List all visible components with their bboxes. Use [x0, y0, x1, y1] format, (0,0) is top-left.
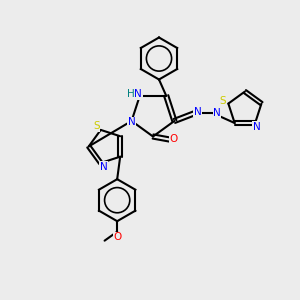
- Text: N: N: [213, 109, 221, 118]
- Text: N: N: [100, 162, 108, 172]
- Text: O: O: [170, 134, 178, 145]
- Text: O: O: [113, 232, 121, 242]
- Text: S: S: [93, 121, 100, 131]
- Text: N: N: [128, 118, 136, 128]
- Text: N: N: [194, 107, 201, 117]
- Text: S: S: [220, 96, 226, 106]
- Text: N: N: [253, 122, 260, 132]
- Text: N: N: [134, 89, 142, 99]
- Text: H: H: [128, 89, 135, 99]
